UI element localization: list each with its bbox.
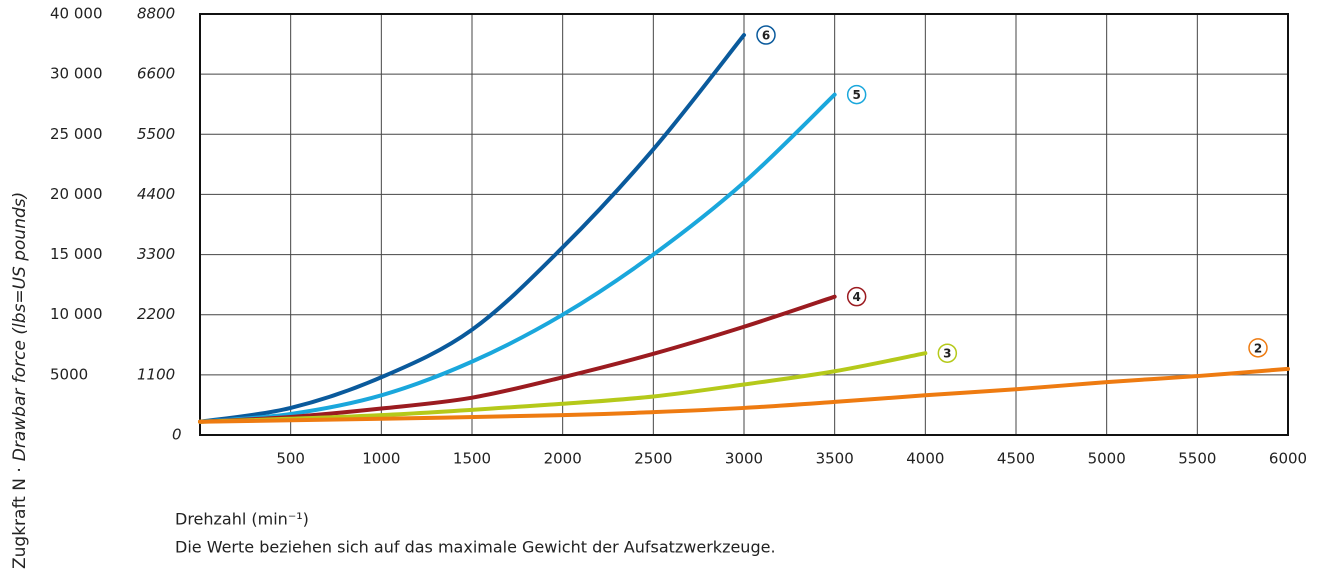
y-tick-label: 10 000 [50,305,103,323]
x-tick-label: 6000 [1269,450,1307,468]
y2-tick-label: 1100 [137,365,175,383]
y-tick-label: 30 000 [50,65,103,83]
y-axis-title-italic: Drawbar force (lbs=US pounds) [10,192,30,462]
legend-label: 5 [852,88,860,102]
x-tick-label: 3500 [816,450,854,468]
series-line [198,33,746,424]
y2-tick-label: 2200 [137,305,175,323]
y2-tick-label: 4400 [137,185,175,203]
label-circle [756,25,776,45]
x-tick-label: 4500 [997,450,1035,468]
series-label: 5 [846,84,867,105]
y2-tick-label: 8800 [137,5,175,23]
legend-label: 3 [943,347,951,361]
x-axis-title: Drehzahl (min⁻¹) [175,510,309,529]
series-label: 6 [756,25,776,45]
y-tick-label: 5000 [50,365,88,383]
label-circle [846,286,867,307]
label-circle [846,84,867,105]
y-axis-title: Zugkraft N · Drawbar force (lbs=US pounds… [10,192,30,569]
x-tick-label: 2500 [634,450,672,468]
legend-label: 6 [762,29,770,43]
label-circle [937,343,958,363]
y2-tick-label: 3300 [137,245,175,263]
series-line [198,294,837,424]
series-label: 2 [1248,338,1268,358]
x-tick-label: 500 [276,450,305,468]
y-tick-label: 0 [50,426,60,444]
series-label: 4 [846,286,867,307]
y-tick-label: 20 000 [50,185,103,203]
y2-tick-label: 6600 [137,65,175,83]
x-tick-label: 2000 [544,450,582,468]
plot-frame [199,13,1289,436]
legend-label: 4 [852,290,860,304]
y2-tick-label: 0 [172,426,182,444]
y-tick-label: 15 000 [50,245,103,263]
y-axis-title-main: Zugkraft N · [10,467,30,569]
y2-tick-label: 5500 [137,125,175,143]
x-tick-label: 5500 [1178,450,1216,468]
series-line [198,92,837,424]
series-label: 3 [937,343,958,363]
label-circle [1248,338,1268,358]
series-line [198,366,1290,424]
x-tick-label: 4000 [906,450,944,468]
x-tick-label: 1500 [453,450,491,468]
series-line [198,351,928,424]
x-tick-label: 1000 [362,450,400,468]
note: Die Werte beziehen sich auf das maximale… [175,538,776,557]
y-tick-label: 25 000 [50,125,103,143]
legend-label: 2 [1254,341,1262,355]
x-tick-label: 3000 [725,450,763,468]
y-tick-label: 40 000 [50,5,103,23]
x-tick-label: 5000 [1088,450,1126,468]
